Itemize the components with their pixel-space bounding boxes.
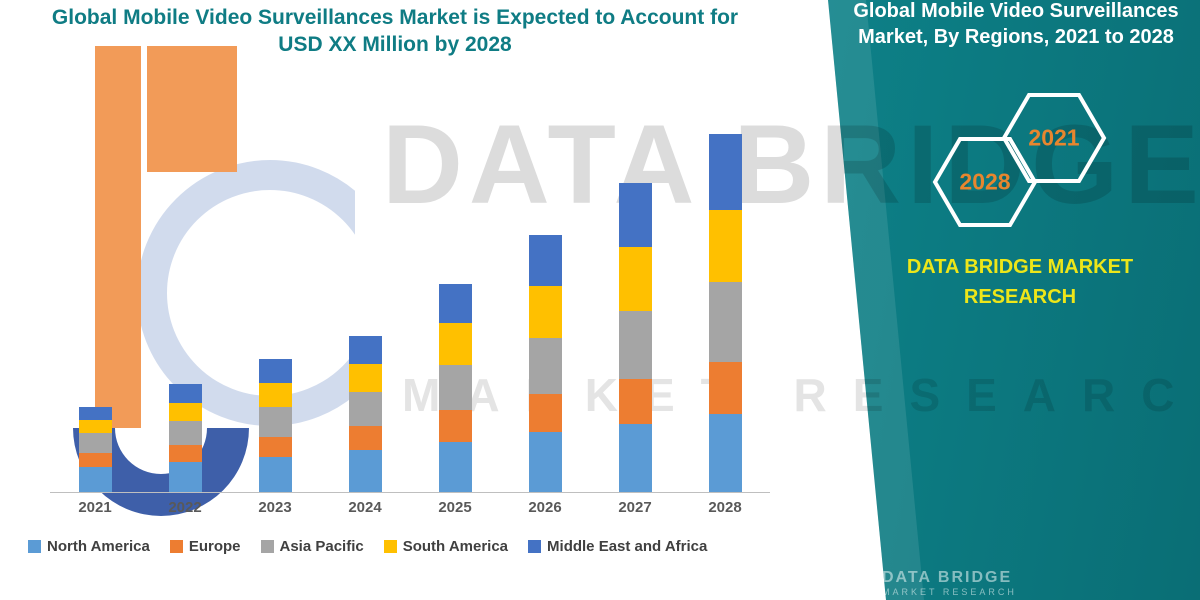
- bar-segment: [528, 235, 562, 286]
- legend-item: Europe: [169, 538, 241, 555]
- bar-column-2024: [320, 93, 410, 492]
- bar-segment: [348, 336, 382, 364]
- bar-segment: [258, 437, 292, 457]
- bar-segment: [708, 210, 742, 282]
- bar-segment: [618, 311, 652, 379]
- bar-column-2021: [50, 93, 140, 492]
- legend-label: Middle East and Africa: [547, 538, 708, 555]
- legend-item: Middle East and Africa: [528, 538, 707, 555]
- bar-segment: [168, 384, 202, 403]
- x-axis-label: 2026: [528, 499, 562, 516]
- legend-label: Asia Pacific: [279, 538, 364, 555]
- x-axis-label: 2028: [708, 499, 742, 516]
- bar-segment: [258, 407, 292, 437]
- legend-item: North America: [28, 538, 150, 555]
- bar-segment: [258, 457, 292, 492]
- legend-label: Europe: [188, 538, 241, 555]
- bar-column-2022: [140, 93, 230, 492]
- bar-segment: [168, 403, 202, 421]
- brand-line2: RESEARCH: [963, 286, 1077, 308]
- panel-title-line2: Market, By Regions, 2021 to 2028: [858, 26, 1174, 48]
- bar-segment: [438, 323, 472, 365]
- hexagon-year-2028: 2028: [959, 168, 1011, 195]
- legend-swatch-icon: [528, 540, 542, 553]
- chart-legend: North America Europe Asia Pacific South Ame…: [28, 538, 707, 555]
- footer-logo-text1: DATA BRIDGE: [882, 569, 1013, 586]
- bar-column-2023: [230, 93, 320, 492]
- bar-segment: [618, 424, 652, 492]
- x-axis-label: 2025: [438, 499, 472, 516]
- bar-segment: [348, 426, 382, 450]
- bar-segment: [258, 359, 292, 383]
- bar-segment: [168, 445, 202, 462]
- bar-segment: [78, 467, 112, 492]
- footer-logo-text2: MARKET RESEARCH: [882, 587, 1017, 597]
- legend-item: South America: [383, 538, 509, 555]
- legend-swatch-icon: [169, 540, 183, 553]
- bar-column-2025: [410, 93, 500, 492]
- legend-item: Asia Pacific: [260, 538, 364, 555]
- bar-column-2028: [680, 93, 770, 492]
- bar-segment: [618, 379, 652, 424]
- bar-column-2027: [590, 93, 680, 492]
- bar-segment: [258, 383, 292, 407]
- bar-segment: [78, 407, 112, 420]
- panel-watermark-line2: MARKET RESEARCH: [402, 369, 1200, 421]
- bar-segment: [438, 442, 472, 492]
- bar-segment: [348, 364, 382, 392]
- bar-segment: [708, 414, 742, 492]
- year-hexagons: [915, 85, 1125, 240]
- x-axis-label: 2023: [258, 499, 292, 516]
- bar-segment: [348, 450, 382, 492]
- bar-segment: [528, 338, 562, 394]
- bar-segment: [708, 362, 742, 414]
- brand-name: DATA BRIDGE MARKET RESEARCH: [870, 252, 1170, 312]
- bar-segment: [708, 282, 742, 362]
- legend-swatch-icon: [383, 540, 397, 553]
- bar-segment: [438, 284, 472, 323]
- bar-segment: [168, 462, 202, 492]
- hexagon-outlines-icon: [932, 93, 1107, 227]
- bar-segment: [78, 420, 112, 433]
- x-axis: 2021 2022 2023 2024 2025 2026 2027 2028: [50, 499, 770, 516]
- chart-title: Global Mobile Video Surveillances Market…: [51, 6, 739, 57]
- bar-segment: [528, 286, 562, 338]
- bar-segment: [348, 392, 382, 426]
- hexagon-year-2021: 2021: [1028, 124, 1080, 151]
- bar-column-2026: [500, 93, 590, 492]
- bar-segment: [438, 410, 472, 442]
- brand-line1: DATA BRIDGE MARKET: [906, 256, 1134, 278]
- legend-label: North America: [47, 538, 150, 555]
- bar-segment: [528, 394, 562, 432]
- bar-segment: [78, 453, 112, 467]
- bar-segment: [528, 432, 562, 492]
- bar-segment: [618, 183, 652, 247]
- legend-swatch-icon: [260, 540, 274, 553]
- plot-area: [50, 93, 770, 493]
- x-axis-label: 2024: [348, 499, 382, 516]
- bar-segment: [78, 433, 112, 453]
- x-axis-label: 2022: [168, 499, 202, 516]
- x-axis-label: 2021: [78, 499, 112, 516]
- x-axis-label: 2027: [618, 499, 652, 516]
- bar-segment: [618, 247, 652, 311]
- bar-segment: [708, 134, 742, 210]
- bar-segment: [438, 365, 472, 410]
- panel-title: Global Mobile Video Surveillances Market…: [848, 0, 1184, 50]
- legend-label: South America: [402, 538, 509, 555]
- legend-swatch-icon: [28, 540, 41, 553]
- panel-title-line1: Global Mobile Video Surveillances: [853, 0, 1179, 22]
- bar-segment: [168, 421, 202, 445]
